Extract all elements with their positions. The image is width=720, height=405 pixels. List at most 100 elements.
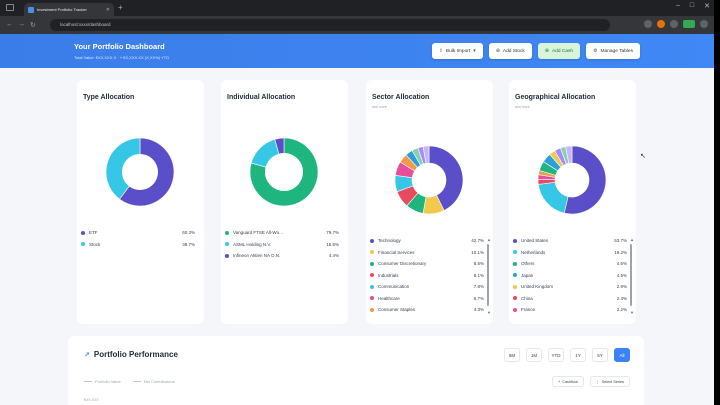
add-stock-button[interactable]: ⊕ Add Stock: [488, 43, 532, 59]
legend-item[interactable]: Technology 42.7%: [370, 235, 484, 247]
legend-percent: 4.6%: [616, 261, 627, 267]
tab-strip: Investment Portfolio Tracker ✕ + – □ ✕: [0, 0, 714, 16]
donut-slice[interactable]: [537, 181, 569, 214]
legend-percent: 2.9%: [616, 284, 627, 290]
add-cash-label: Add Cash: [551, 48, 574, 54]
donut-slice[interactable]: [249, 137, 319, 207]
upload-icon: ⇪: [438, 48, 443, 54]
legend-scrollbar[interactable]: [487, 244, 489, 306]
donut-slice[interactable]: [250, 138, 280, 168]
legend-percent: 60.3%: [182, 230, 195, 236]
legend-item[interactable]: Others 4.6%: [513, 258, 627, 270]
scroll-up-icon[interactable]: ▲: [630, 237, 634, 242]
legend-percent: 19.2%: [614, 249, 627, 255]
legend-label: Infineon Aktien NA O.N.: [233, 253, 281, 259]
donut-slice[interactable]: [105, 137, 141, 200]
legend-item[interactable]: Financial Services 10.1%: [370, 247, 484, 259]
legend-item[interactable]: United States 53.7%: [513, 235, 627, 247]
legend-percent: 8.5%: [473, 261, 484, 267]
portfolio-performance-panel: ↗ Portfolio Performance 6M 1M YTD 1Y 5Y …: [68, 336, 644, 405]
cashflow-button[interactable]: + Cashflow: [551, 376, 584, 387]
donut-slice[interactable]: [422, 145, 430, 164]
legend-scrollbar[interactable]: [630, 244, 632, 306]
trend-line-icon: ↗: [84, 351, 90, 359]
legend-swatch: [370, 273, 374, 278]
donut-slice[interactable]: [274, 137, 285, 155]
legend-item[interactable]: ETF 60.3%: [81, 227, 195, 239]
browser-tab[interactable]: Investment Portfolio Tracker ✕: [24, 3, 114, 16]
performance-legend: Portfolio Value Net Contributions: [84, 379, 175, 384]
legend-item[interactable]: Net Contributions: [132, 379, 175, 384]
legend-item[interactable]: Netherlands 19.2%: [513, 247, 627, 259]
range-selector: 6M 1M YTD 1Y 5Y All: [504, 348, 630, 362]
scroll-down-icon[interactable]: ▼: [630, 310, 634, 315]
tab-title: Investment Portfolio Tracker: [37, 7, 87, 12]
legend-item[interactable]: China 2.4%: [513, 293, 627, 305]
legend-item[interactable]: Communication 7.8%: [370, 281, 484, 293]
card-title: Type Allocation: [83, 94, 135, 101]
profile-badge[interactable]: [683, 20, 695, 28]
back-icon[interactable]: ←: [6, 21, 13, 28]
add-cash-button[interactable]: ⊕ Add Cash: [537, 43, 581, 59]
donut-slice[interactable]: [428, 145, 464, 211]
card-title: Sector Allocation: [372, 94, 430, 101]
manage-tables-button[interactable]: ⚙ Manage Tables: [586, 43, 640, 59]
legend-item[interactable]: Stock 39.7%: [81, 239, 195, 251]
bulk-import-label: Bulk Import: [445, 48, 471, 54]
individual-donut-chart[interactable]: [249, 137, 319, 207]
minimize-icon[interactable]: –: [675, 2, 680, 9]
gear-icon: ⚙: [593, 48, 598, 54]
extension-icon[interactable]: [644, 20, 652, 28]
legend-swatch: [81, 242, 85, 247]
extension-icon[interactable]: [657, 20, 665, 28]
close-window-icon[interactable]: ✕: [704, 3, 710, 10]
type-allocation-card: Type Allocation ETF 60.3% Stock 39.7%: [77, 80, 204, 324]
donut-slice[interactable]: [565, 145, 573, 164]
bulk-import-button[interactable]: ⇪ Bulk Import ▾: [431, 43, 483, 59]
range-button[interactable]: 6M: [504, 348, 520, 362]
tab-overview-icon[interactable]: [6, 4, 14, 11]
legend-swatch: [513, 273, 517, 278]
scroll-up-icon[interactable]: ▲: [487, 237, 491, 242]
forward-icon[interactable]: →: [18, 21, 25, 28]
legend-swatch: [225, 230, 229, 235]
legend-item[interactable]: Consumer Staples 4.3%: [370, 304, 484, 316]
reload-icon[interactable]: ↻: [30, 22, 36, 29]
legend-label: Healthcare: [378, 295, 400, 301]
legend-label: Consumer Staples: [378, 307, 416, 313]
new-tab-icon[interactable]: +: [118, 3, 123, 12]
range-button[interactable]: YTD: [548, 348, 564, 362]
legend-percent: 16.5%: [326, 241, 339, 247]
legend-item[interactable]: Japan 4.5%: [513, 270, 627, 282]
extension-icon[interactable]: [670, 20, 678, 28]
range-button[interactable]: 5Y: [592, 348, 608, 362]
legend-swatch: [513, 238, 517, 243]
legend-item[interactable]: France 2.2%: [513, 304, 627, 316]
donut-slice[interactable]: [119, 137, 175, 207]
legend-item[interactable]: Healthcare 6.7%: [370, 293, 484, 305]
geo-donut-chart[interactable]: [537, 145, 607, 215]
range-button-active[interactable]: All: [614, 348, 630, 362]
legend-item[interactable]: ASML Holding N.V. 16.5%: [225, 239, 339, 251]
legend-percent: 79.7%: [326, 230, 339, 236]
range-button[interactable]: 1Y: [570, 348, 586, 362]
scroll-down-icon[interactable]: ▼: [487, 310, 491, 315]
donut-slice[interactable]: [563, 145, 607, 215]
select-series-button[interactable]: ⋮ Select Series: [589, 376, 630, 387]
legend-item[interactable]: Portfolio Value: [84, 379, 121, 384]
legend-item[interactable]: Vanguard FTSE All-Wo... 79.7%: [225, 227, 339, 239]
maximize-icon[interactable]: □: [689, 2, 695, 9]
type-donut-chart[interactable]: [105, 137, 175, 207]
legend-item[interactable]: Consumer Discretionary 8.5%: [370, 258, 484, 270]
url-input[interactable]: localhost:xxxx/dashboard: [50, 19, 610, 31]
legend-percent: 10.1%: [471, 249, 484, 255]
card-title: Geographical Allocation: [515, 94, 596, 101]
legend-item[interactable]: Infineon Aktien NA O.N. 4.4%: [225, 250, 339, 262]
filter-icon: ⋮: [595, 380, 600, 384]
menu-icon[interactable]: [700, 20, 708, 28]
legend-item[interactable]: United Kingdom 2.9%: [513, 281, 627, 293]
tab-close-icon[interactable]: ✕: [105, 6, 110, 13]
legend-item[interactable]: Industrials 8.1%: [370, 270, 484, 282]
range-button[interactable]: 1M: [526, 348, 542, 362]
sector-donut-chart[interactable]: [394, 145, 464, 215]
